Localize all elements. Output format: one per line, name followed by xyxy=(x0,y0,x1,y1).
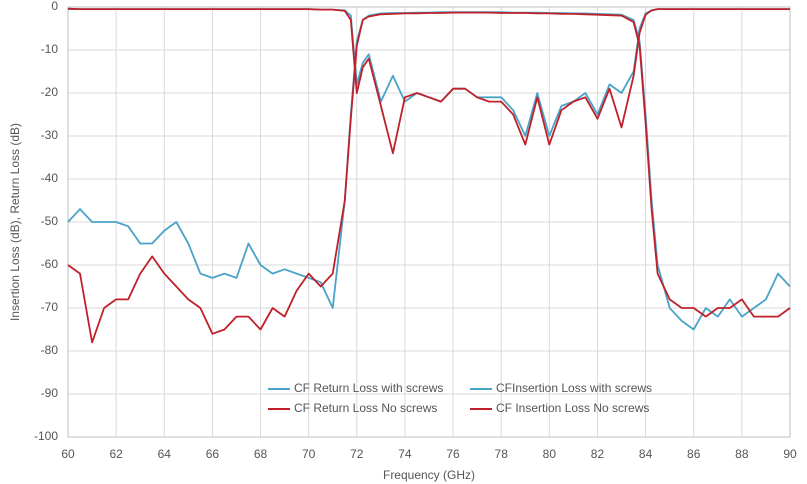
y-tick-label: 0 xyxy=(51,0,58,13)
x-tick-label: 76 xyxy=(446,447,460,461)
y-tick-label: -40 xyxy=(41,171,59,185)
y-tick-label: -20 xyxy=(41,85,59,99)
y-tick-label: -10 xyxy=(41,42,59,56)
legend-label: CF Return Loss No screws xyxy=(294,401,437,415)
series-line xyxy=(67,11,791,344)
x-tick-label: 66 xyxy=(206,447,220,461)
x-tick-label: 82 xyxy=(591,447,605,461)
x-tick-label: 86 xyxy=(687,447,701,461)
x-tick-label: 90 xyxy=(783,447,797,461)
legend-label: CFInsertion Loss with screws xyxy=(496,381,652,395)
x-tick-label: 64 xyxy=(158,447,172,461)
x-tick-label: 84 xyxy=(639,447,653,461)
x-tick-label: 60 xyxy=(61,447,75,461)
series-line xyxy=(68,8,790,137)
y-axis-title: Insertion Loss (dB), Return Loss (dB) xyxy=(8,123,22,321)
y-tick-label: -90 xyxy=(41,386,59,400)
x-tick-label: 62 xyxy=(109,447,123,461)
x-tick-label: 70 xyxy=(302,447,316,461)
y-tick-label: -50 xyxy=(41,214,59,228)
x-tick-label: 78 xyxy=(495,447,509,461)
y-tick-label: -70 xyxy=(41,300,59,314)
y-tick-label: -100 xyxy=(34,429,58,443)
x-tick-label: 74 xyxy=(398,447,412,461)
x-axis-title: Frequency (GHz) xyxy=(383,468,475,482)
y-tick-label: -30 xyxy=(41,128,59,142)
x-tick-label: 68 xyxy=(254,447,268,461)
x-tick-label: 88 xyxy=(735,447,749,461)
x-tick-label: 72 xyxy=(350,447,364,461)
series-line xyxy=(67,7,790,155)
legend-label: CF Return Loss with screws xyxy=(294,381,443,395)
y-tick-label: -60 xyxy=(41,257,59,271)
y-tick-label: -80 xyxy=(41,343,59,357)
legend-label: CF Insertion Loss No screws xyxy=(496,401,649,415)
x-tick-label: 80 xyxy=(543,447,557,461)
series-line xyxy=(67,11,791,331)
